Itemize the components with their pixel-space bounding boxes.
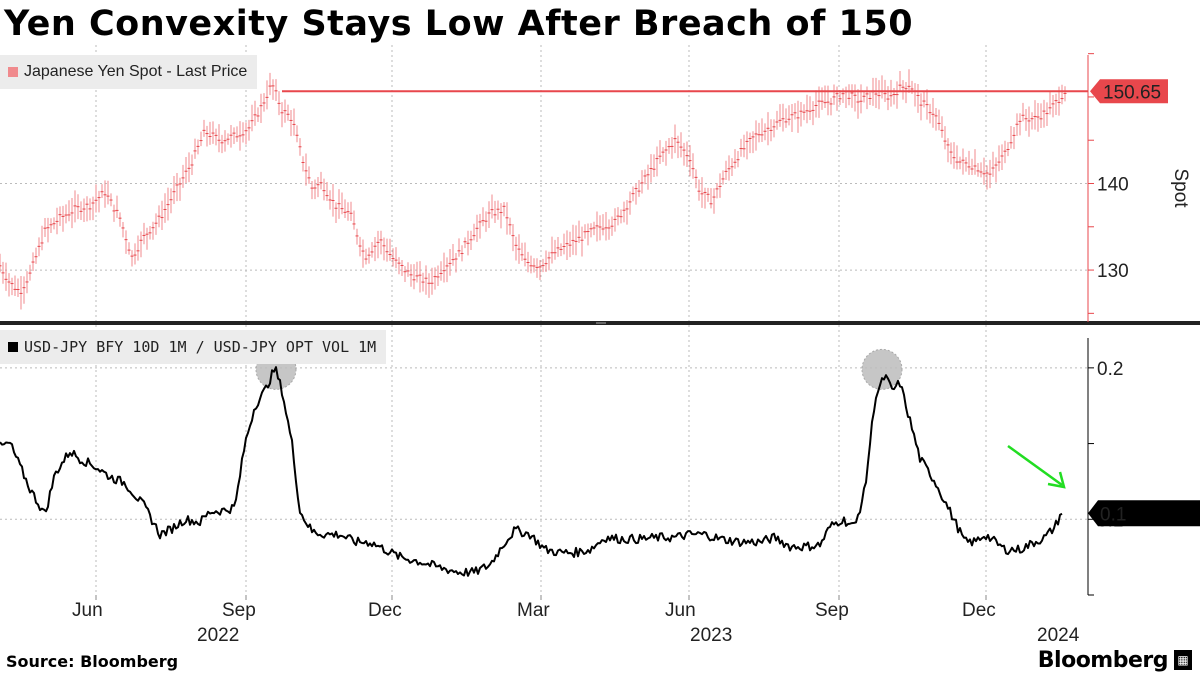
arrow-head (1047, 471, 1066, 489)
x-month-label: Jun (72, 600, 103, 621)
arrow-to-latest (1007, 444, 1063, 487)
highlight-peak-2023 (861, 348, 903, 390)
spot-axis-title: Spot (1170, 168, 1191, 208)
grid-icon: ▦ (1174, 650, 1192, 670)
brand-logo: Bloomberg (1037, 648, 1169, 673)
x-month-label: Dec (962, 600, 996, 621)
legend-ratio-label: USD-JPY BFY 10D 1M / USD-JPY OPT VOL 1M (24, 338, 377, 356)
spot-tick-label: 130 (1097, 261, 1129, 282)
x-year-label: 2022 (197, 625, 239, 646)
legend-spot: Japanese Yen Spot - Last Price (0, 55, 258, 89)
ratio-panel (0, 348, 1066, 577)
legend-spot-swatch (8, 67, 18, 77)
spot-last-value-tag (1090, 79, 1168, 104)
ratio-last-value: 0.1 (1100, 504, 1126, 525)
source-note: Source: Bloomberg (6, 652, 179, 671)
spot-panel (0, 69, 1088, 310)
legend-spot-label: Japanese Yen Spot - Last Price (24, 63, 248, 80)
spot-tick-label: 140 (1097, 175, 1129, 196)
gridlines (0, 45, 1088, 595)
legend-ratio: USD-JPY BFY 10D 1M / USD-JPY OPT VOL 1M (0, 330, 387, 364)
x-month-label: Jun (665, 600, 696, 621)
axes: 1301400.20.1Spot150.650.1JunSepDecMarJun… (0, 53, 1200, 646)
ratio-last-value-tag (1088, 500, 1200, 527)
x-year-label: 2024 (1037, 625, 1080, 646)
x-year-label: 2023 (690, 625, 732, 646)
legend-ratio-swatch (8, 342, 18, 352)
x-month-label: Dec (368, 600, 402, 621)
spot-last-value: 150.65 (1103, 82, 1161, 103)
chart-title: Yen Convexity Stays Low After Breach of … (4, 4, 914, 44)
ratio-tick-label: 0.2 (1097, 359, 1123, 380)
x-month-label: Mar (517, 600, 550, 621)
ratio-line (0, 366, 1063, 577)
x-month-label: Sep (222, 600, 256, 621)
x-month-label: Sep (815, 600, 849, 621)
